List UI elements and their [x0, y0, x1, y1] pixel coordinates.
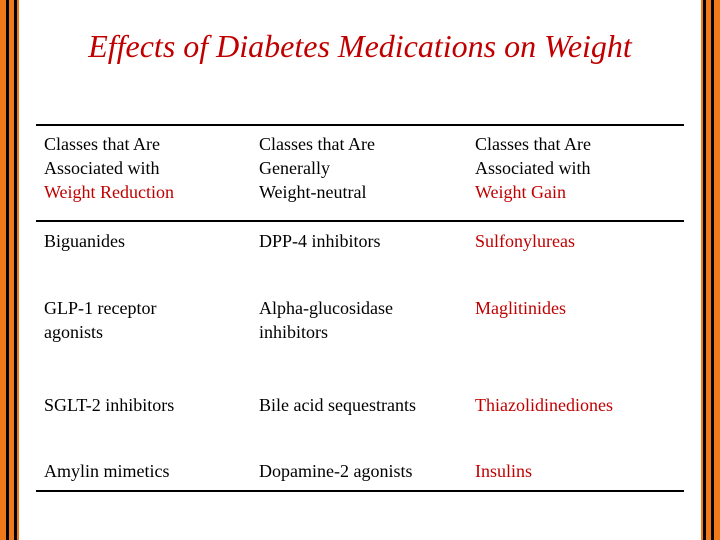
header-line: Weight-neutral	[259, 182, 367, 202]
right-border-stripe	[714, 0, 720, 540]
header-line-emphasis: Weight Reduction	[44, 182, 175, 202]
cell-line: Maglitinides	[475, 298, 566, 318]
cell-line: Bile acid sequestrants	[259, 395, 416, 415]
table-cell-reduction: Amylin mimetics	[44, 459, 244, 483]
header-line: Classes that Are	[259, 134, 375, 154]
header-line-emphasis: Weight Gain	[475, 182, 567, 202]
cell-line: Amylin mimetics	[44, 461, 170, 481]
cell-line: Sulfonylureas	[475, 231, 575, 251]
left-border-stripe	[14, 0, 17, 540]
left-border-stripe	[17, 0, 19, 540]
header-line: Associated with	[475, 158, 591, 178]
cell-line: Alpha-glucosidase	[259, 298, 393, 318]
left-border-stripe	[0, 0, 6, 540]
table-cell-neutral: Dopamine-2 agonists	[259, 459, 469, 483]
header-weight-reduction: Classes that Are Associated with Weight …	[44, 132, 244, 204]
left-border-stripe	[6, 0, 9, 540]
table-cell-neutral: Alpha-glucosidase inhibitors	[259, 296, 469, 344]
table-cell-gain: Insulins	[475, 459, 680, 483]
header-weight-gain: Classes that Are Associated with Weight …	[475, 132, 680, 204]
table-cell-gain: Maglitinides	[475, 296, 680, 320]
table-cell-reduction: Biguanides	[44, 229, 244, 253]
cell-line: Insulins	[475, 461, 533, 481]
cell-line: agonists	[44, 322, 104, 342]
cell-line: Thiazolidinediones	[475, 395, 613, 415]
header-line: Associated with	[44, 158, 160, 178]
cell-line: SGLT-2 inhibitors	[44, 395, 175, 415]
right-border-stripe	[711, 0, 714, 540]
cell-line: inhibitors	[259, 322, 329, 342]
cell-line: GLP-1 receptor	[44, 298, 157, 318]
table-cell-reduction: GLP-1 receptor agonists	[44, 296, 244, 344]
table-header-rule	[36, 220, 684, 222]
right-border-stripe	[701, 0, 703, 540]
right-border-stripe	[703, 0, 706, 540]
cell-line: Dopamine-2 agonists	[259, 461, 413, 481]
table-cell-gain: Sulfonylureas	[475, 229, 680, 253]
table-cell-gain: Thiazolidinediones	[475, 393, 680, 417]
table-cell-neutral: DPP-4 inhibitors	[259, 229, 469, 253]
table-cell-neutral: Bile acid sequestrants	[259, 393, 469, 417]
header-line: Generally	[259, 158, 330, 178]
header-line: Classes that Are	[475, 134, 591, 154]
header-line: Classes that Are	[44, 134, 160, 154]
cell-line: DPP-4 inhibitors	[259, 231, 381, 251]
cell-line: Biguanides	[44, 231, 125, 251]
left-border-stripe	[9, 0, 14, 540]
table-top-rule	[36, 124, 684, 126]
table-cell-reduction: SGLT-2 inhibitors	[44, 393, 244, 417]
right-border-stripe	[706, 0, 711, 540]
table-bottom-rule	[36, 490, 684, 492]
slide-title: Effects of Diabetes Medications on Weigh…	[88, 28, 632, 64]
header-weight-neutral: Classes that Are Generally Weight-neutra…	[259, 132, 469, 204]
